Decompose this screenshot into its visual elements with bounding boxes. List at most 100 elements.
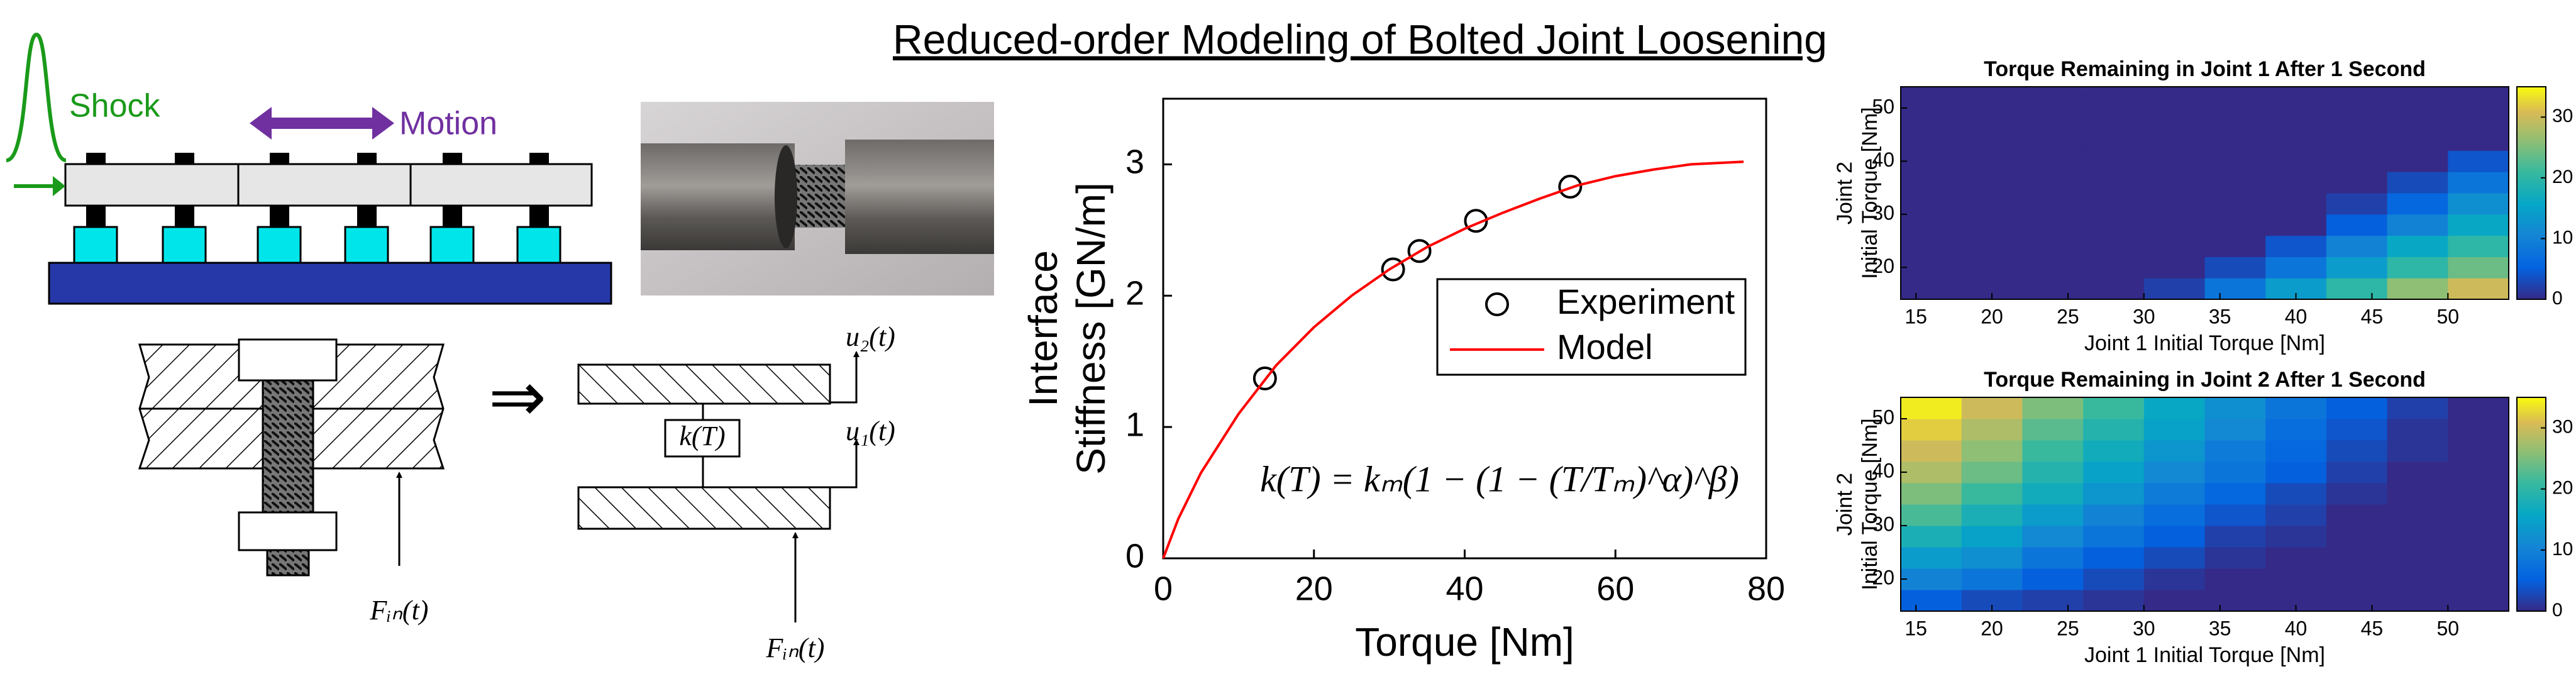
heat-cell — [2265, 214, 2327, 236]
heat-cell — [2022, 172, 2084, 194]
heat-cell — [2326, 150, 2388, 172]
heat-cell — [2326, 483, 2388, 505]
heat-cell — [2326, 397, 2388, 419]
heat-cell — [2326, 129, 2388, 151]
x-tick-label: 45 — [2361, 617, 2384, 639]
heat-cell — [2143, 235, 2205, 257]
heat-cell — [2022, 278, 2084, 300]
heat-cell — [2204, 108, 2266, 130]
x-tick-label: 50 — [2437, 305, 2460, 328]
heat-cell — [1901, 193, 1962, 215]
heat-cell — [2083, 108, 2145, 130]
x-tick-label: 25 — [2057, 305, 2079, 328]
heat-cell — [2387, 590, 2448, 612]
heat-cell — [2204, 547, 2266, 569]
heat-cell — [2083, 129, 2145, 151]
y-tick-label: 3 — [1125, 143, 1144, 181]
heat-cell — [2083, 483, 2145, 505]
heat-cell — [1901, 547, 1962, 569]
bolt-diagram: ⇒ — [138, 338, 860, 622]
y-tick-label: 40 — [1872, 148, 1894, 171]
heat-cell — [1901, 235, 1962, 257]
heat-cell — [2204, 419, 2266, 441]
legend-marker — [1485, 292, 1509, 316]
heat-cell — [2448, 504, 2509, 526]
heat-cell — [1901, 172, 1962, 194]
y-tick-label: 20 — [1872, 255, 1894, 277]
heat-cell — [1901, 129, 1962, 151]
heat-cell — [2448, 257, 2509, 279]
heat-cell — [2448, 526, 2509, 548]
heat-cell — [2143, 172, 2205, 194]
heat-cell — [1901, 419, 1962, 441]
heat-cell — [2265, 129, 2327, 151]
formula: k(T) = kₘ(1 − (1 − (T/Tₘ)^α)^β) — [1260, 458, 1739, 499]
heat-cell — [1961, 504, 2023, 526]
y-axis-label: Joint 2 — [1833, 162, 1857, 224]
heat-cell — [2143, 419, 2205, 441]
heat-cell — [2387, 504, 2448, 526]
heat-cell — [2022, 129, 2084, 151]
heat-cell — [2083, 568, 2145, 590]
heat-cell — [2143, 397, 2205, 419]
x-tick-label: 40 — [2285, 305, 2308, 328]
heat-cell — [2204, 278, 2266, 300]
x-tick-label: 35 — [2209, 305, 2231, 328]
heat-cell — [1961, 397, 2023, 419]
y-axis-label: Interface — [1020, 250, 1066, 407]
heat-cell — [2265, 461, 2327, 483]
heat-cell — [2022, 257, 2084, 279]
colorbar — [2516, 397, 2546, 612]
colorbar-tick-label: 30 — [2552, 416, 2573, 437]
heat-cell — [1961, 108, 2023, 130]
colorbar-tick-label: 10 — [2552, 227, 2573, 248]
heat-cell — [2204, 461, 2266, 483]
heat-cell — [2265, 526, 2327, 548]
x-tick-label: 80 — [1747, 570, 1785, 607]
colorbar-tick-label: 10 — [2552, 539, 2573, 560]
heat-cell — [2448, 129, 2509, 151]
colorbar-tick-label: 20 — [2552, 167, 2573, 187]
heat-cell — [2448, 108, 2509, 130]
heat-cell — [2083, 193, 2145, 215]
heat-cell — [2448, 419, 2509, 441]
heat-cell — [1961, 440, 2023, 462]
heat-cell — [2083, 547, 2145, 569]
heat-cell — [2387, 461, 2448, 483]
heat-cell — [2083, 150, 2145, 172]
heat-cell — [1901, 461, 1962, 483]
y-tick-label: 50 — [1872, 95, 1894, 118]
heat-cell — [2022, 461, 2084, 483]
heat-cell — [2387, 526, 2448, 548]
colorbar-tick-label: 30 — [2552, 106, 2573, 126]
heat-cell — [2265, 440, 2327, 462]
force-label: Fᵢₙ(t) — [370, 595, 429, 626]
heat-cell — [2448, 547, 2509, 569]
heat-cell — [2143, 108, 2205, 130]
heat-cell — [2448, 483, 2509, 505]
heat-cell — [2083, 461, 2145, 483]
model-line — [1162, 160, 1744, 559]
x-tick-label: 60 — [1596, 570, 1634, 607]
heat-cell — [2448, 150, 2509, 172]
heat-cell — [2143, 440, 2205, 462]
heat-cell — [2326, 172, 2388, 194]
heat-cell — [2143, 526, 2205, 548]
heat-cell — [2143, 150, 2205, 172]
heat-cell — [2448, 214, 2509, 236]
heat-cell — [2387, 397, 2448, 419]
heat-cell — [1961, 547, 2023, 569]
heat-cell — [2083, 87, 2145, 109]
force-label: Fᵢₙ(t) — [766, 633, 825, 663]
y-axis-label: Initial Torque [Nm] — [1858, 418, 1882, 590]
heat-cell — [2448, 440, 2509, 462]
heat-cell — [2143, 214, 2205, 236]
heat-cell — [2204, 172, 2266, 194]
heat-cell — [2326, 214, 2388, 236]
x-tick-label: 30 — [2133, 617, 2155, 639]
heat-cell — [2143, 568, 2205, 590]
u2-label: u₂(t) — [846, 321, 895, 352]
y-tick-label: 50 — [1872, 406, 1894, 428]
heat-cell — [1961, 87, 2023, 109]
